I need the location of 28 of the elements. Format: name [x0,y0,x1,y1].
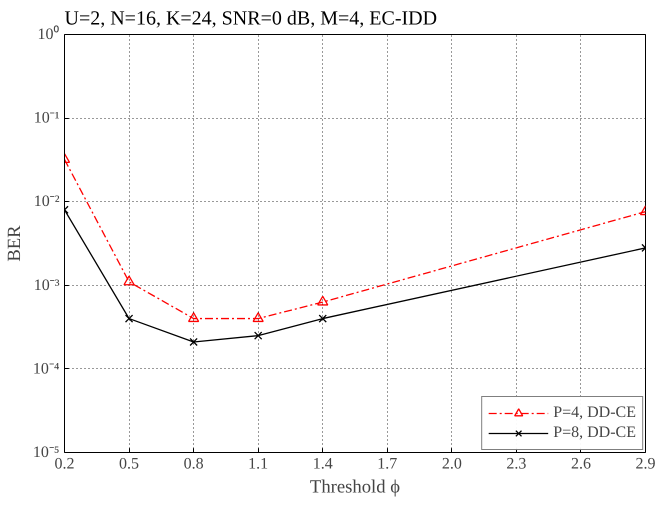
point [124,314,134,323]
x-tick-label: 1.1 [248,456,268,472]
chart-title: U=2, N=16, K=24, SNR=0 dB, M=4, EC-IDD [64,8,438,30]
y-axis-title: BER [4,224,25,262]
y-tick-label: 10⁰ [38,25,60,43]
point [317,296,328,306]
point [123,275,135,286]
legend-label: P=8, DD-CE [553,424,636,442]
x-tick-label: 0.2 [54,456,74,472]
y-tick-label: 10⁻⁴ [32,360,60,378]
x-tick-label: 1.7 [377,456,398,472]
point [252,312,264,322]
x-tick-label: 1.4 [312,456,333,472]
x-tick-label: 0.5 [119,456,140,472]
point [189,338,198,346]
x-tick-label: 0.8 [184,456,204,472]
x-tick-label: 2.0 [442,456,462,472]
y-tick-label: 10⁻¹ [34,110,60,127]
y-tick-label: 10⁻³ [34,276,60,294]
point [318,314,327,323]
point [254,331,262,340]
x-axis-title: Threshold ϕ [310,476,400,498]
legend-label: P=4, DD-CE [553,404,636,422]
point [188,312,200,322]
x-tick-label: 2.9 [636,456,656,472]
y-tick-label: 10⁻² [34,193,60,210]
x-tick-label: 2.6 [570,456,591,472]
x-tick-label: 2.3 [506,456,526,472]
